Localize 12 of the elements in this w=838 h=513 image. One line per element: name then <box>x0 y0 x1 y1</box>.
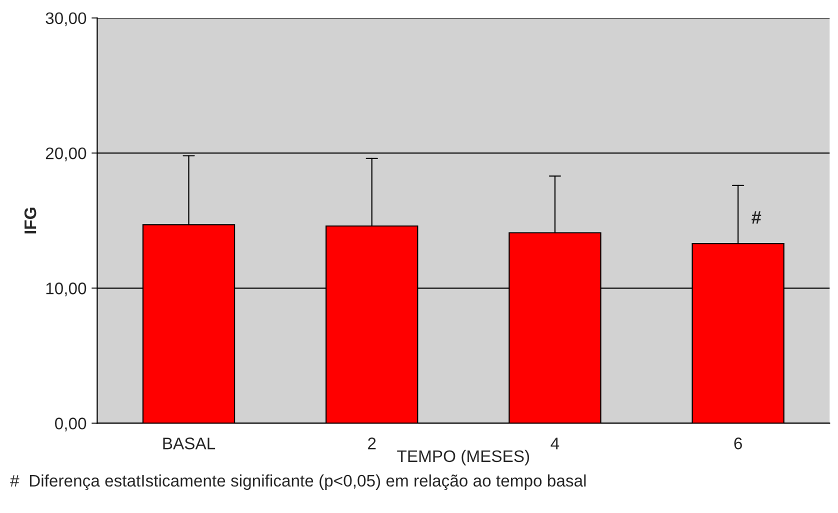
x-tick-label: 4 <box>550 438 560 450</box>
y-tick-label: 0,00 <box>55 418 86 432</box>
y-tick-label: 30,00 <box>46 12 86 26</box>
x-axis-title: TEMPO (MESES) <box>397 450 530 466</box>
y-axis-title: IFG <box>24 208 36 234</box>
x-tick-label: BASAL <box>163 438 216 450</box>
y-tick-label: 10,00 <box>46 282 86 296</box>
annotation: # <box>752 211 762 224</box>
y-tick-label: 20,00 <box>46 147 86 162</box>
x-tick-label: 2 <box>368 438 376 450</box>
text: # Diferença estatIsticamente significante (p<0,05) em relação ao tempo basal <box>10 474 586 490</box>
x-tick-label: 6 <box>734 438 742 450</box>
